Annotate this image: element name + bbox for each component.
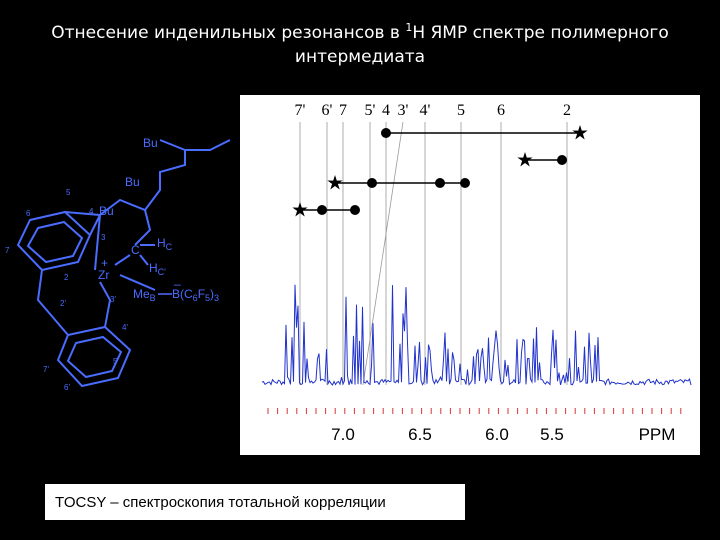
dot-marker	[435, 178, 445, 188]
peak-label: 5	[457, 102, 465, 119]
peak-label: 7	[339, 102, 347, 119]
dot-marker	[317, 205, 327, 215]
dot-marker	[381, 128, 391, 138]
bu-label: Bu	[143, 136, 158, 150]
zr-label: Zr	[98, 268, 109, 282]
peak-label: 4	[382, 102, 390, 119]
hc2-h: H	[149, 261, 158, 275]
borate-part: )	[210, 287, 214, 301]
atom-number: 7	[5, 246, 10, 255]
charge-minus: _	[173, 272, 181, 286]
atom-number: 5'	[113, 357, 119, 366]
meb-sub: B	[150, 293, 156, 303]
atom-number: 6	[26, 209, 31, 218]
caption: TOCSY – спектроскопия тотальной корреляц…	[55, 494, 386, 511]
star-marker	[572, 125, 588, 140]
borate-sub: 5	[205, 293, 210, 303]
dot-marker	[367, 178, 377, 188]
atom-number: 5	[66, 188, 71, 197]
hc2-sub: C'	[158, 267, 166, 277]
peak-label: 6'	[322, 102, 333, 119]
peak-label: 2	[563, 102, 571, 119]
dot-marker	[460, 178, 470, 188]
structure-labels: Bu Bu Bu 5 6 4 7 3 2 C HC HC' Zr + _ MeB…	[5, 136, 219, 392]
hc2-label: HC'	[149, 261, 166, 277]
atom-number: 3	[101, 233, 106, 242]
title-part: Отнесение инденильных резонансов в	[51, 23, 405, 43]
star-marker	[292, 202, 308, 217]
axis-label: PPM	[639, 425, 676, 444]
structure-bonds	[16, 139, 231, 388]
peak-label: 5'	[365, 102, 376, 119]
meb-me: Me	[133, 287, 150, 301]
atom-number: 4'	[122, 323, 128, 332]
borate-part: B(C	[172, 287, 193, 301]
title-sup: 1	[405, 21, 412, 34]
atom-number: 2'	[60, 299, 66, 308]
axis-label: 6.0	[485, 425, 509, 444]
title-part: H ЯМР спектре полимерного	[412, 23, 668, 43]
spectrum-trace	[261, 284, 692, 387]
spectrum-panel	[240, 95, 700, 455]
atom-number: 4	[89, 207, 94, 216]
dot-marker	[350, 205, 360, 215]
borate-label: B(C6F5)3	[172, 287, 219, 303]
peak-label: 3'	[398, 102, 409, 119]
star-marker	[327, 175, 343, 190]
peak-label: 6	[497, 102, 505, 119]
axis-label: 6.5	[408, 425, 432, 444]
hc-sub: C	[166, 242, 173, 252]
bu-label: Bu	[125, 175, 140, 189]
meb-label: MeB	[133, 287, 156, 303]
atom-number: 3'	[110, 295, 116, 304]
spectrum: 7' 6' 7 5' 4 3' 4' 5 6 2 7.0 6.5 6.0 5.5 PPM	[261, 102, 692, 444]
carbon-label: C	[131, 243, 140, 257]
borate-sub: 3	[214, 293, 219, 303]
borate-part: F	[198, 287, 205, 301]
title-line-2: интермедиата	[295, 47, 425, 67]
peak-label: 7'	[295, 102, 306, 119]
hc-h: H	[157, 236, 166, 250]
atom-number: 2	[64, 273, 69, 282]
caption-box	[45, 484, 465, 520]
dot-marker	[557, 155, 567, 165]
star-marker	[517, 152, 533, 167]
title-line-1: Отнесение инденильных резонансов в 1H ЯМ…	[51, 21, 668, 43]
axis-label: 5.5	[540, 425, 564, 444]
bu-label: Bu	[99, 204, 114, 218]
axis-label: 7.0	[331, 425, 355, 444]
atom-number: 6'	[64, 383, 70, 392]
borate-sub: 6	[193, 293, 198, 303]
charge-plus: +	[101, 256, 108, 270]
atom-number: 7'	[43, 365, 49, 374]
peak-label: 4'	[420, 102, 431, 119]
guide-line	[362, 121, 404, 386]
hc-label: HC	[157, 236, 173, 252]
